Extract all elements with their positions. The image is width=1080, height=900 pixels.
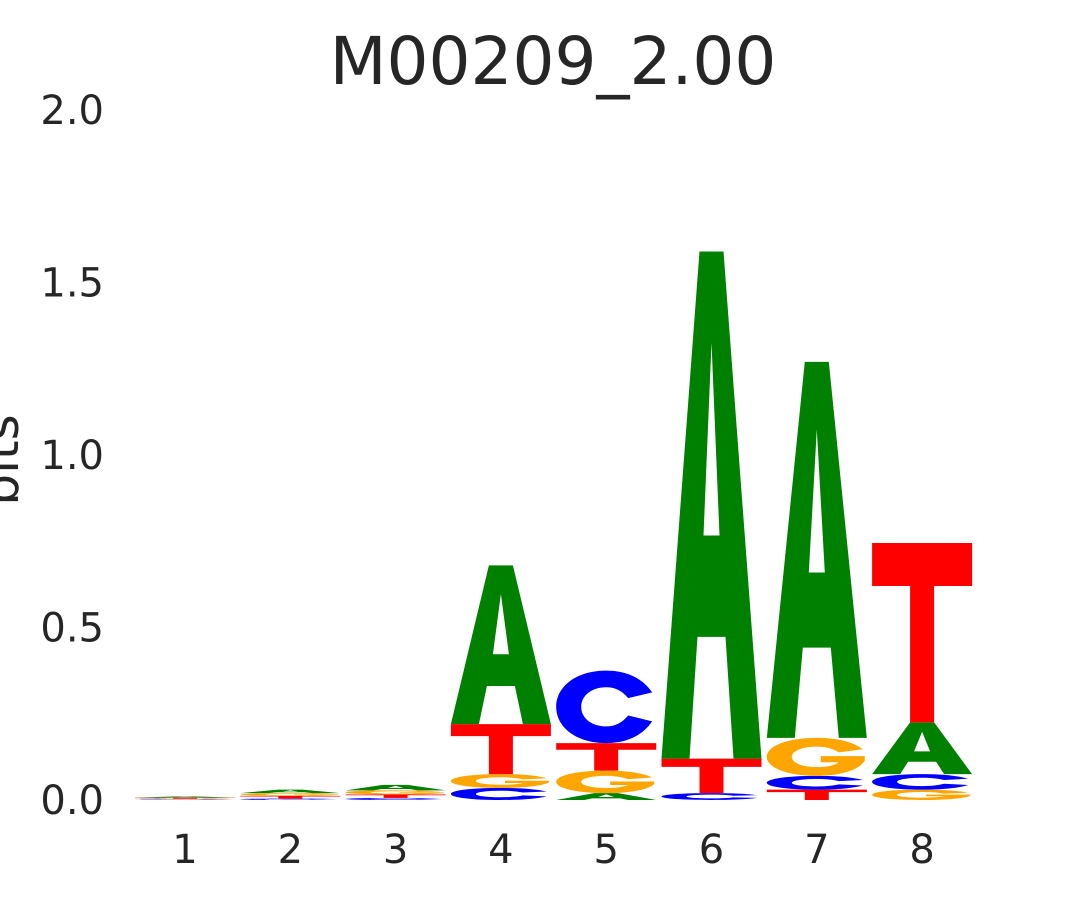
logo-letter-g bbox=[135, 799, 233, 800]
y-tick-label: 2.0 bbox=[40, 88, 104, 134]
logo-letter-t bbox=[661, 758, 762, 794]
logo-letter-a bbox=[135, 796, 235, 798]
y-tick-label: 1.5 bbox=[40, 261, 104, 307]
logo-letter-g bbox=[450, 774, 549, 788]
logo-letter-t bbox=[556, 743, 657, 771]
logo-letter-a bbox=[240, 789, 341, 794]
logo-letter-g bbox=[872, 789, 971, 800]
y-tick-label: 0.0 bbox=[40, 778, 104, 824]
logo-letter-c bbox=[240, 798, 337, 800]
x-tick-label: 7 bbox=[804, 827, 829, 873]
logo-letter-c bbox=[661, 793, 758, 800]
logo-stacks bbox=[135, 251, 973, 800]
logo-letter-t bbox=[345, 794, 446, 798]
y-tick-label: 1.0 bbox=[40, 433, 104, 479]
logo-letter-c bbox=[556, 670, 653, 744]
logo-letter-t bbox=[766, 789, 867, 800]
logo-letter-g bbox=[556, 770, 655, 794]
logo-letter-c bbox=[450, 787, 547, 800]
logo-letter-t bbox=[872, 542, 973, 723]
x-tick-label: 1 bbox=[172, 827, 197, 873]
x-tick-label: 3 bbox=[383, 827, 408, 873]
x-tick-label: 8 bbox=[909, 827, 934, 873]
logo-letter-a bbox=[450, 565, 551, 725]
logo-letter-t bbox=[450, 724, 551, 775]
y-tick-label: 0.5 bbox=[40, 606, 104, 652]
logo-letter-a bbox=[766, 361, 867, 738]
logo-letter-a bbox=[872, 722, 973, 775]
logo-letter-c bbox=[766, 775, 863, 790]
x-tick-label: 2 bbox=[278, 827, 303, 873]
x-tick-label: 5 bbox=[593, 827, 618, 873]
logo-letter-c bbox=[135, 798, 231, 800]
logo-letter-c bbox=[345, 797, 442, 800]
y-axis-ticks: 0.0 0.5 1.0 1.5 2.0 bbox=[40, 88, 104, 824]
x-tick-label: 6 bbox=[699, 827, 724, 873]
logo-letter-a bbox=[556, 793, 657, 800]
logo-letter-a bbox=[661, 251, 762, 759]
y-axis-label: bits bbox=[0, 414, 30, 505]
logo-letter-t bbox=[240, 795, 341, 799]
logo-letter-c bbox=[872, 774, 969, 790]
logo-letter-g bbox=[766, 737, 865, 776]
chart-title: M00209_2.00 bbox=[330, 23, 777, 100]
x-tick-label: 4 bbox=[488, 827, 513, 873]
logo-letter-g bbox=[345, 790, 444, 795]
logo-letter-g bbox=[240, 793, 339, 796]
logo-letter-a bbox=[345, 784, 446, 791]
logo-letter-t bbox=[135, 797, 235, 799]
x-axis-ticks: 1 2 3 4 5 6 7 8 bbox=[172, 827, 935, 873]
